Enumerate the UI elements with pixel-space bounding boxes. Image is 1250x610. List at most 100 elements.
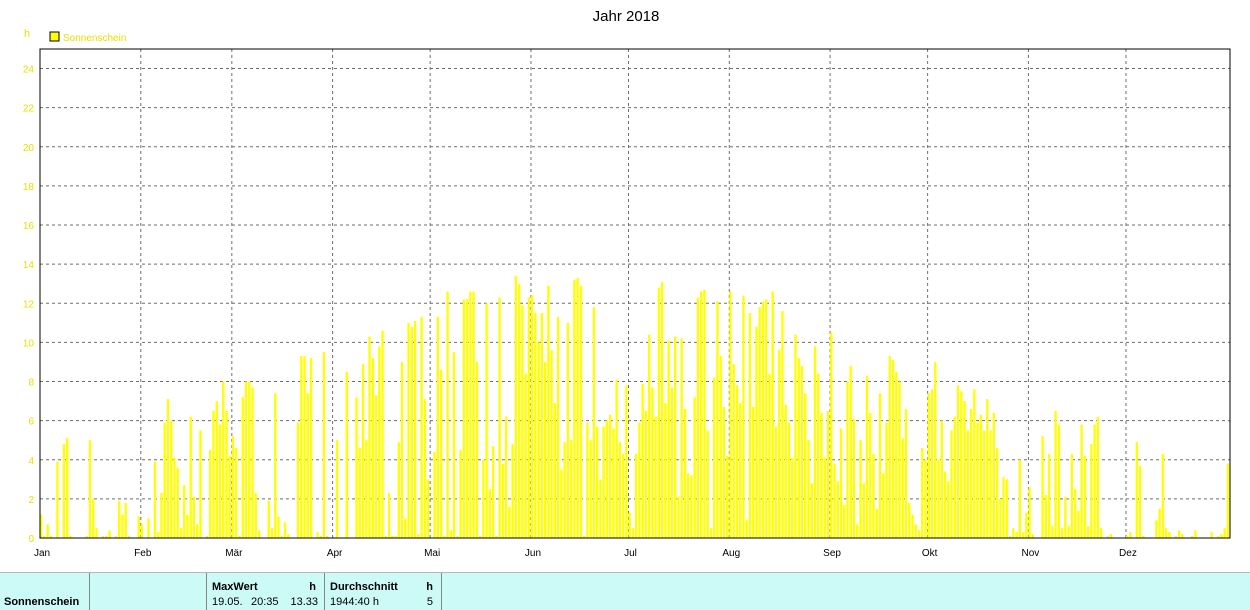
bar <box>95 528 98 538</box>
bar <box>439 369 443 538</box>
x-tick-label: Okt <box>922 548 938 559</box>
bar <box>426 479 430 538</box>
bar <box>898 381 901 538</box>
bar <box>989 430 992 538</box>
bar <box>254 493 257 538</box>
bar <box>774 426 778 538</box>
bar <box>934 361 937 538</box>
bar <box>309 358 313 538</box>
bar <box>885 422 888 538</box>
bar <box>40 514 43 538</box>
bar <box>670 387 674 538</box>
bar <box>238 536 241 538</box>
bar <box>1015 532 1018 538</box>
bar <box>433 451 436 538</box>
bar <box>508 506 511 538</box>
bar <box>459 449 462 538</box>
bar <box>1096 416 1100 538</box>
bar <box>524 373 527 538</box>
y-tick-label: 2 <box>28 495 34 506</box>
bar <box>287 534 290 538</box>
bar <box>358 448 361 538</box>
x-tick-label: Sep <box>823 548 841 559</box>
y-tick-label: 22 <box>23 104 35 115</box>
bar <box>303 356 306 538</box>
bar <box>683 408 687 538</box>
bar <box>521 305 524 538</box>
bar <box>621 453 625 538</box>
bar <box>465 299 469 538</box>
bar <box>1041 436 1044 538</box>
bar <box>690 475 693 538</box>
bar <box>179 528 183 538</box>
bar <box>300 356 303 538</box>
bar <box>170 420 173 538</box>
bar <box>875 508 878 538</box>
x-tick-label: Feb <box>134 548 152 559</box>
bar <box>713 377 716 538</box>
bar <box>856 524 859 538</box>
bar <box>813 346 817 538</box>
x-tick-label: Jan <box>34 548 50 559</box>
stats-panel: Sonnenschein MaxWert h 19.05. 20:35 13.3… <box>0 572 1250 610</box>
bars <box>40 275 1230 538</box>
bar <box>66 438 69 538</box>
bar <box>696 297 700 538</box>
bar <box>488 489 492 538</box>
bar <box>368 336 371 538</box>
bar <box>186 514 189 538</box>
bar <box>973 389 976 538</box>
bar <box>322 352 326 538</box>
bar <box>843 504 846 538</box>
bar <box>1168 532 1171 538</box>
bar <box>121 514 124 538</box>
bar <box>745 520 748 538</box>
bar <box>127 536 131 538</box>
bar <box>791 457 794 538</box>
bar <box>361 363 365 538</box>
bar <box>537 342 540 538</box>
bar <box>615 379 618 538</box>
bar <box>1044 494 1048 538</box>
bar <box>752 406 755 538</box>
bar <box>1083 455 1087 538</box>
bar <box>153 461 157 538</box>
bar <box>739 403 742 538</box>
bar <box>1064 496 1067 538</box>
bar <box>826 410 830 538</box>
bar <box>1090 444 1093 538</box>
bar <box>85 536 88 538</box>
bar <box>160 493 163 538</box>
bar <box>765 299 768 538</box>
bar <box>556 316 560 538</box>
bar <box>225 410 228 538</box>
bar <box>589 440 592 538</box>
y-tick-label: 12 <box>23 299 35 310</box>
bar <box>222 381 225 538</box>
bar <box>105 536 108 538</box>
stats-row-label: Sonnenschein <box>4 596 80 608</box>
bar <box>677 496 680 538</box>
bar <box>644 410 648 538</box>
bar <box>400 361 404 538</box>
bar <box>888 356 891 538</box>
bar <box>267 500 270 538</box>
bar <box>862 483 865 538</box>
bar <box>573 279 576 538</box>
sunshine-chart: Jahr 2018 h Sonnenschein 024681012141618… <box>23 8 1231 559</box>
bar <box>478 536 482 538</box>
bar <box>966 430 969 538</box>
bar <box>423 399 426 538</box>
bar <box>101 536 105 538</box>
bar <box>914 524 917 538</box>
bar <box>49 536 53 538</box>
bar <box>251 387 254 538</box>
bar <box>417 534 420 538</box>
bar <box>527 297 531 538</box>
bar <box>407 322 410 538</box>
bar <box>599 479 602 538</box>
bar <box>703 289 706 538</box>
bar <box>157 532 160 538</box>
bar <box>1080 424 1083 538</box>
bar <box>387 493 391 538</box>
